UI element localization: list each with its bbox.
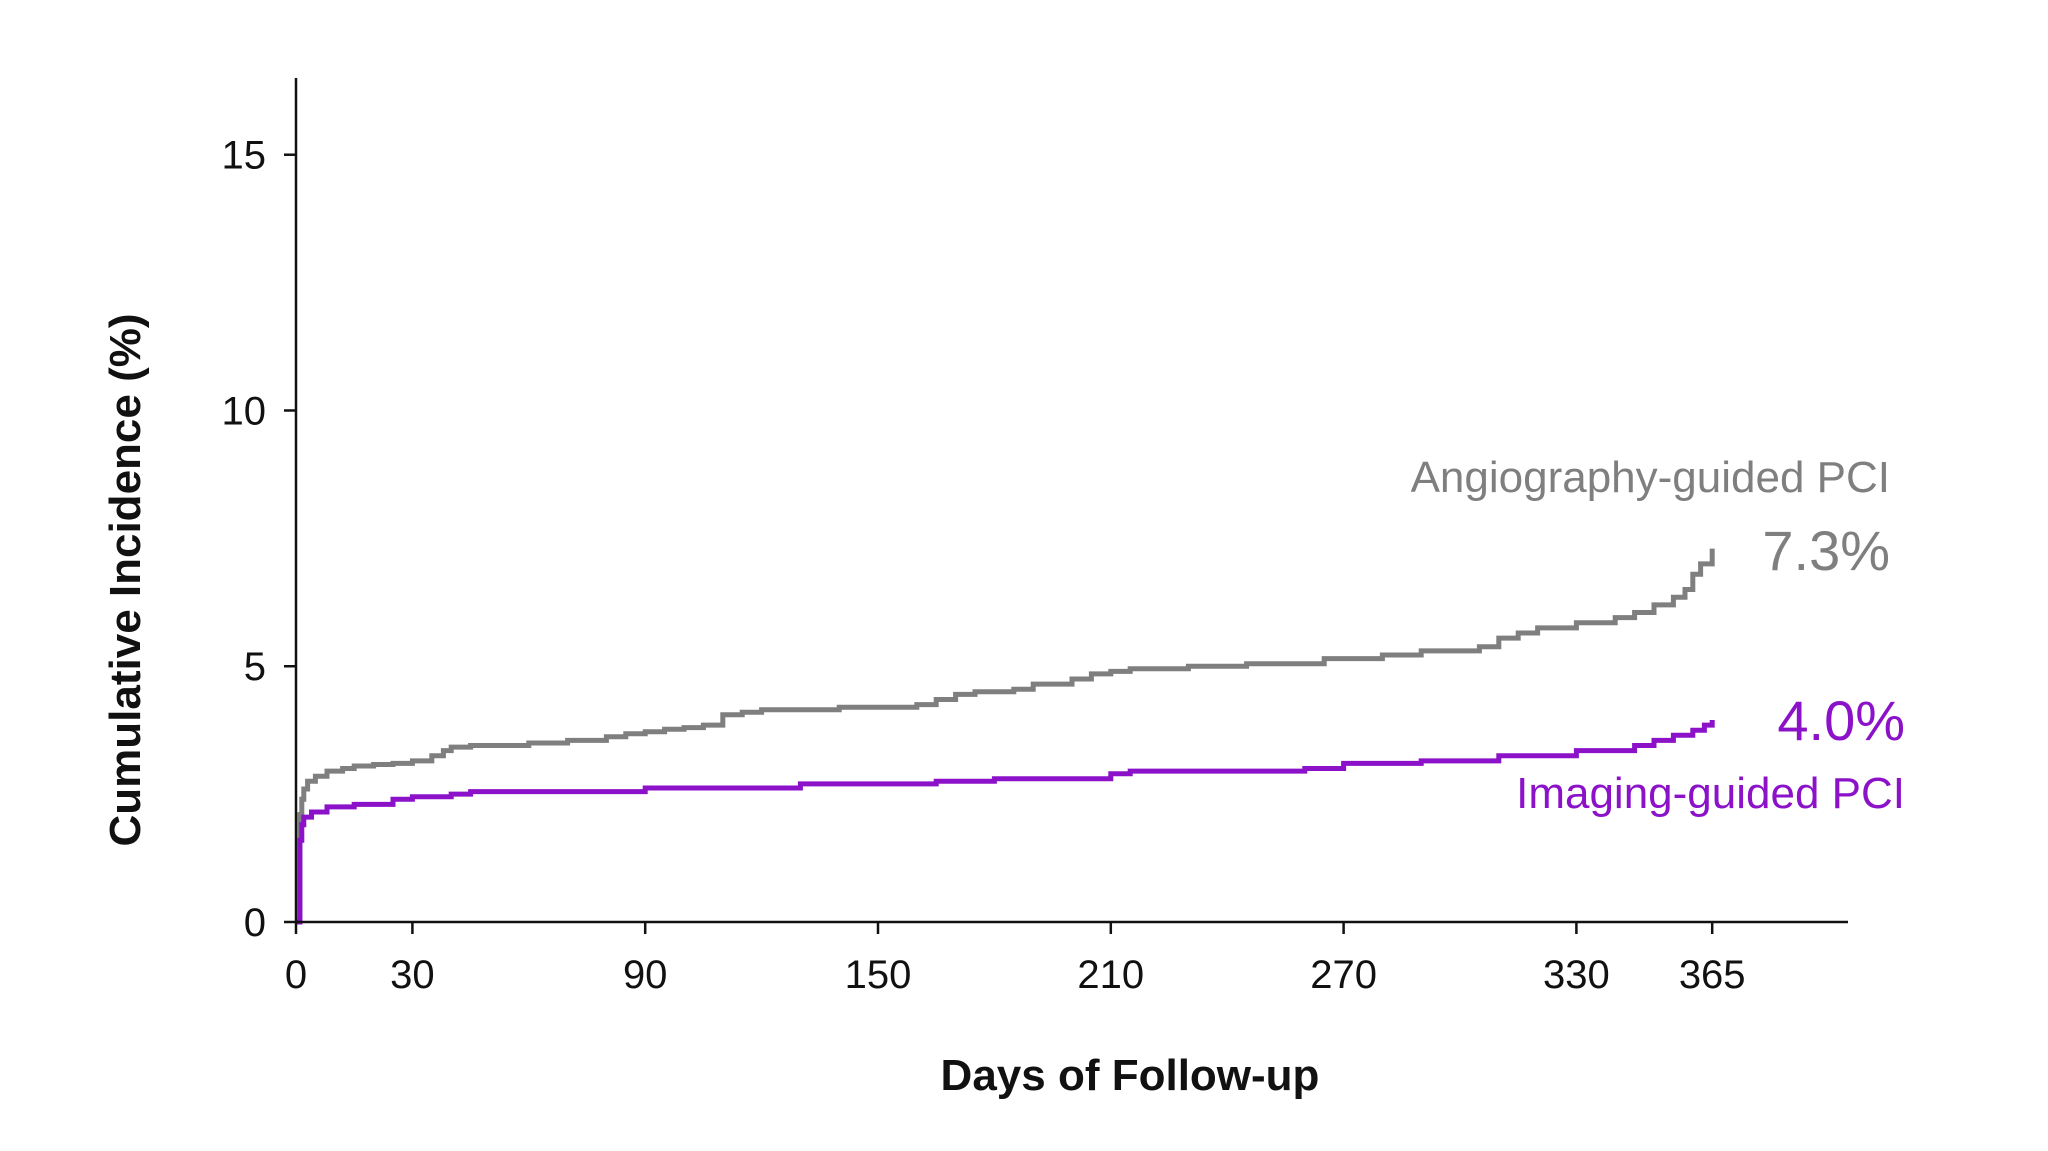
y-tick-label: 0 <box>244 901 266 945</box>
end-value-imaging: 4.0% <box>1777 689 1905 752</box>
x-tick-label: 90 <box>623 953 668 997</box>
end-value-angiography: 7.3% <box>1762 519 1890 582</box>
axes <box>294 78 1848 924</box>
y-tick-label: 5 <box>244 645 266 689</box>
x-tick-label: 270 <box>1310 953 1377 997</box>
series-line-angiography <box>296 548 1715 925</box>
y-axis-title: Cumulative Incidence (%) <box>101 313 150 846</box>
series-label-imaging: Imaging-guided PCI <box>1516 769 1905 818</box>
x-tick-label: 0 <box>285 953 307 997</box>
series-label-angiography: Angiography-guided PCI <box>1411 453 1890 502</box>
y-tick-label: 10 <box>222 389 267 433</box>
ticks: 0 30 90 150 210 270 330 365 0 5 10 15 <box>222 134 1746 997</box>
x-axis-title: Days of Follow-up <box>941 1051 1320 1100</box>
y-tick-label: 15 <box>222 134 267 178</box>
x-tick-label: 365 <box>1679 953 1746 997</box>
x-tick-label: 210 <box>1077 953 1144 997</box>
x-tick-label: 30 <box>390 953 435 997</box>
x-tick-label: 150 <box>845 953 912 997</box>
series-line-imaging <box>296 720 1715 925</box>
plot-area <box>296 548 1715 925</box>
x-tick-label: 330 <box>1543 953 1610 997</box>
